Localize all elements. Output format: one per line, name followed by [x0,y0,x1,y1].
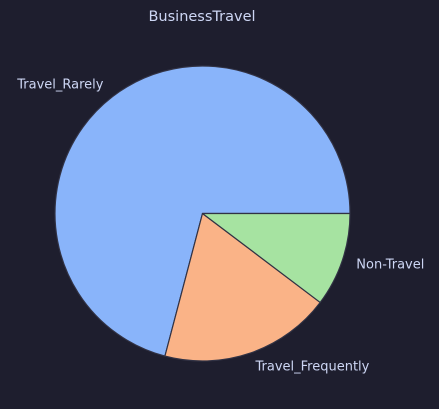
pie-label-travel-frequently: Travel_Frequently [255,359,370,374]
pie-slice-travel-frequently [164,212,321,362]
pie-label-travel-rarely: Travel_Rarely [16,78,104,93]
pie-label-non-travel: Non-Travel [356,258,424,273]
pie-slice-non-travel [201,212,351,304]
pie-slice-travel-rarely [54,65,351,357]
pie-slices [54,65,351,362]
chart-title: BusinessTravel [148,9,255,25]
pie-labels: Travel_Rarely Travel_Frequently Non-Travel [16,78,424,375]
